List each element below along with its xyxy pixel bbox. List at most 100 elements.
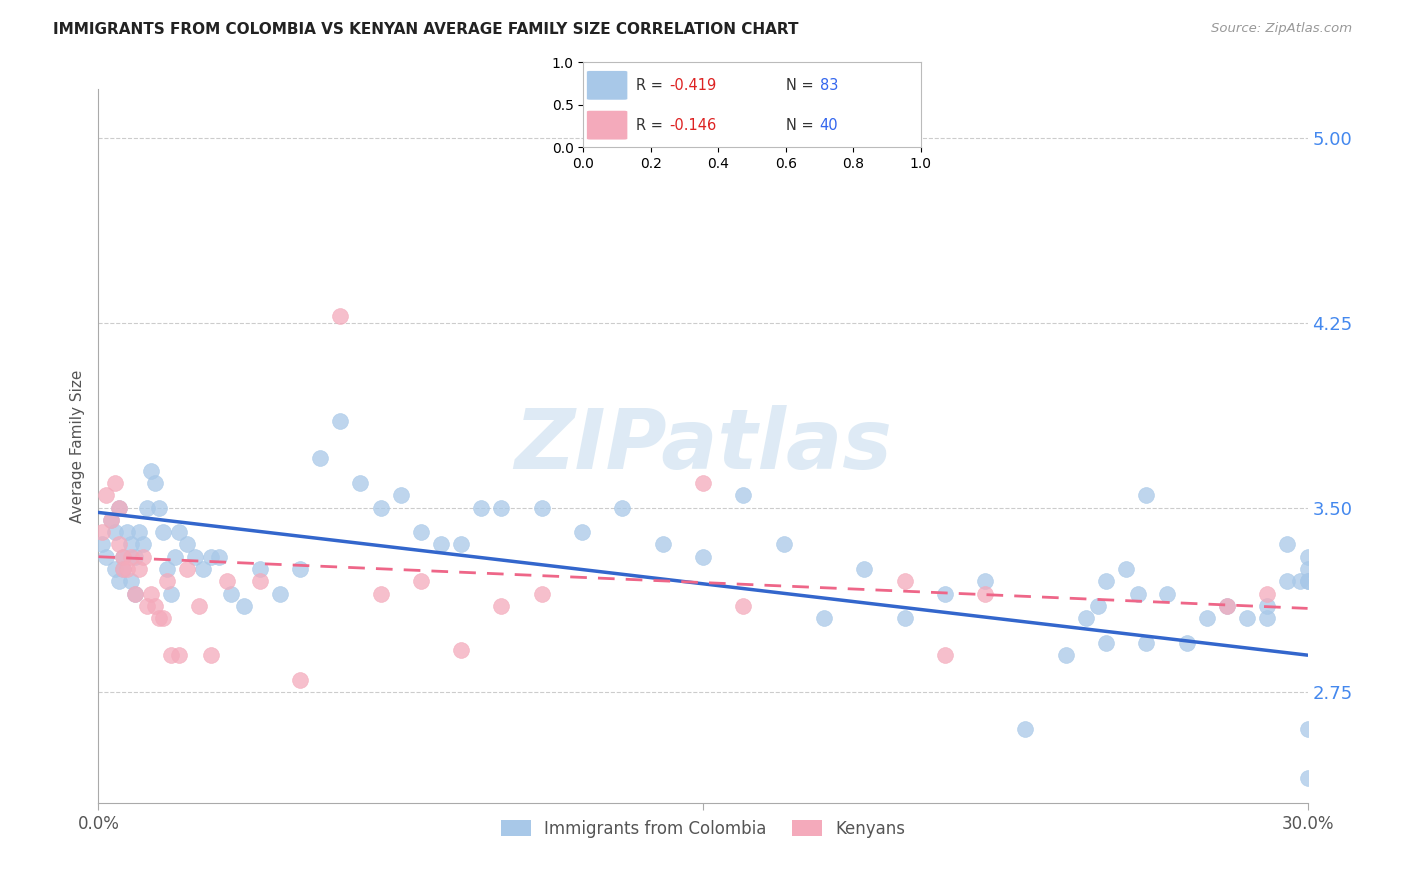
Point bbox=[184, 549, 207, 564]
Point bbox=[893, 574, 915, 589]
Point bbox=[370, 587, 392, 601]
Point bbox=[389, 488, 412, 502]
Point bbox=[135, 500, 157, 515]
Point bbox=[232, 599, 254, 613]
Point bbox=[176, 537, 198, 551]
Point bbox=[530, 587, 553, 601]
Point bbox=[152, 611, 174, 625]
Point bbox=[934, 587, 956, 601]
Point bbox=[156, 562, 179, 576]
Point bbox=[160, 648, 183, 662]
Point bbox=[111, 562, 134, 576]
Point bbox=[1014, 722, 1036, 736]
Text: IMMIGRANTS FROM COLOMBIA VS KENYAN AVERAGE FAMILY SIZE CORRELATION CHART: IMMIGRANTS FROM COLOMBIA VS KENYAN AVERA… bbox=[53, 22, 799, 37]
Point bbox=[692, 475, 714, 490]
Point bbox=[349, 475, 371, 490]
Point bbox=[167, 525, 190, 540]
Point bbox=[409, 525, 432, 540]
Text: R =: R = bbox=[636, 118, 668, 133]
Point bbox=[1296, 771, 1319, 785]
Point bbox=[430, 537, 453, 551]
Point bbox=[96, 488, 118, 502]
Point bbox=[1087, 599, 1109, 613]
Point bbox=[530, 500, 553, 515]
Point bbox=[772, 537, 794, 551]
Text: N =: N = bbox=[786, 78, 818, 93]
Point bbox=[200, 549, 222, 564]
Point bbox=[1216, 599, 1239, 613]
Point bbox=[1095, 636, 1118, 650]
Point bbox=[111, 562, 134, 576]
Point bbox=[128, 525, 150, 540]
Point bbox=[107, 500, 129, 515]
Point bbox=[167, 648, 190, 662]
Point bbox=[221, 587, 243, 601]
Point bbox=[1256, 599, 1278, 613]
Point bbox=[692, 549, 714, 564]
Point bbox=[1296, 722, 1319, 736]
Point bbox=[188, 599, 211, 613]
Point bbox=[1175, 636, 1198, 650]
Point bbox=[103, 562, 125, 576]
Point bbox=[152, 525, 174, 540]
Point bbox=[1135, 488, 1157, 502]
Point bbox=[107, 537, 129, 551]
Point bbox=[115, 562, 138, 576]
Point bbox=[1296, 574, 1319, 589]
Point bbox=[139, 587, 162, 601]
Point bbox=[974, 574, 997, 589]
Point bbox=[1256, 587, 1278, 601]
Point bbox=[1074, 611, 1097, 625]
Point bbox=[1216, 599, 1239, 613]
Point bbox=[491, 599, 513, 613]
Point bbox=[96, 549, 118, 564]
Point bbox=[1128, 587, 1150, 601]
Point bbox=[217, 574, 239, 589]
Point bbox=[1296, 549, 1319, 564]
Point bbox=[269, 587, 291, 601]
Point bbox=[651, 537, 673, 551]
Point bbox=[124, 587, 146, 601]
Point bbox=[103, 525, 125, 540]
Point bbox=[1095, 574, 1118, 589]
Point bbox=[120, 549, 142, 564]
Point bbox=[309, 451, 332, 466]
Text: -0.146: -0.146 bbox=[669, 118, 717, 133]
Point bbox=[132, 537, 155, 551]
Point bbox=[135, 599, 157, 613]
Point bbox=[1156, 587, 1178, 601]
Text: N =: N = bbox=[786, 118, 818, 133]
Point bbox=[974, 587, 997, 601]
Point bbox=[160, 587, 183, 601]
Point bbox=[491, 500, 513, 515]
Point bbox=[111, 549, 134, 564]
Point bbox=[1115, 562, 1137, 576]
Point bbox=[193, 562, 215, 576]
Point bbox=[1236, 611, 1258, 625]
Point bbox=[409, 574, 432, 589]
Point bbox=[120, 574, 142, 589]
Point bbox=[1135, 636, 1157, 650]
Point bbox=[1195, 611, 1218, 625]
Point bbox=[470, 500, 492, 515]
Point bbox=[249, 574, 271, 589]
Point bbox=[208, 549, 231, 564]
Point bbox=[91, 525, 114, 540]
Text: 83: 83 bbox=[820, 78, 838, 93]
Point bbox=[124, 587, 146, 601]
Point bbox=[176, 562, 198, 576]
Point bbox=[156, 574, 179, 589]
Point bbox=[100, 513, 122, 527]
Point bbox=[370, 500, 392, 515]
Point bbox=[733, 488, 755, 502]
Point bbox=[450, 537, 472, 551]
Point bbox=[163, 549, 186, 564]
Point bbox=[1296, 574, 1319, 589]
Point bbox=[1277, 537, 1299, 551]
Point bbox=[139, 464, 162, 478]
Point bbox=[249, 562, 271, 576]
Point bbox=[120, 537, 142, 551]
Point bbox=[893, 611, 915, 625]
Legend: Immigrants from Colombia, Kenyans: Immigrants from Colombia, Kenyans bbox=[495, 814, 911, 845]
Y-axis label: Average Family Size: Average Family Size bbox=[69, 369, 84, 523]
